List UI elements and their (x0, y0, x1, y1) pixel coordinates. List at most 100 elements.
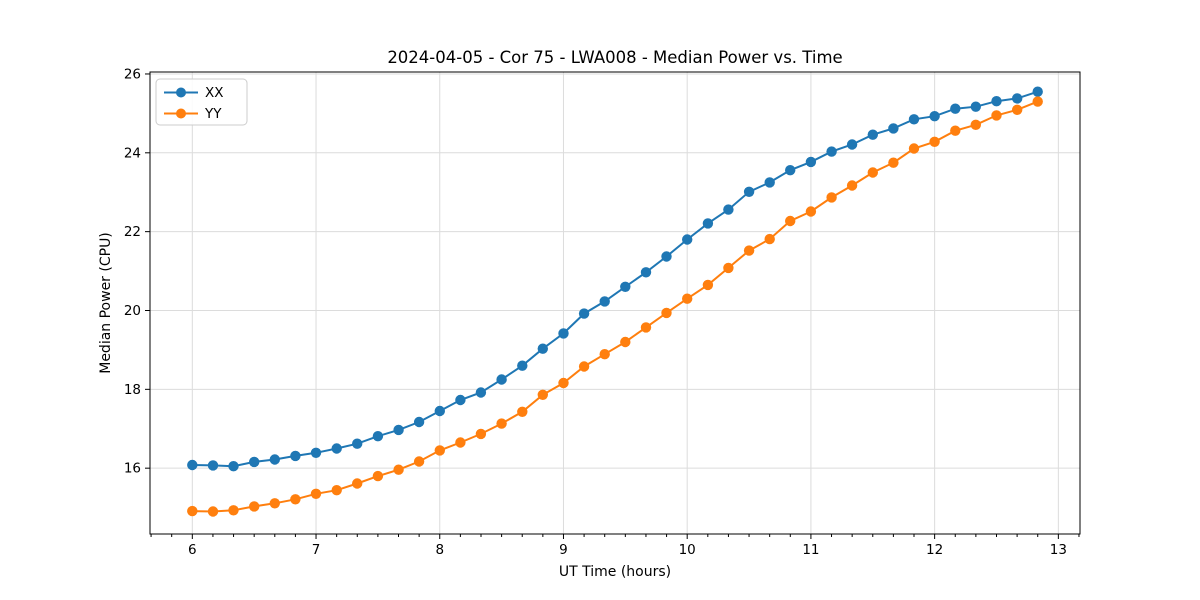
data-point-YY (702, 279, 714, 291)
data-point-XX (743, 186, 755, 197)
data-point-YY (764, 233, 775, 245)
data-point-YY (929, 136, 940, 147)
gridlines (150, 72, 1080, 534)
data-point-XX (372, 431, 384, 442)
data-point-YY (310, 488, 322, 499)
legend: XX YY (155, 78, 248, 126)
data-point-YY (723, 262, 734, 274)
y-axis: 16 18 20 22 24 26 (124, 66, 150, 477)
series-YY (187, 96, 1043, 517)
data-point-XX (1032, 86, 1043, 97)
data-point-YY (1012, 104, 1023, 116)
data-point-YY (475, 428, 487, 440)
data-point-YY (908, 143, 920, 154)
data-point-YY (331, 485, 342, 496)
data-point-YY (393, 464, 404, 475)
y-tick-label: 26 (124, 66, 141, 82)
data-point-XX (599, 296, 610, 307)
data-point-XX (785, 165, 796, 176)
legend-label-YY: YY (204, 106, 222, 122)
data-point-YY (867, 167, 878, 178)
data-point-YY (207, 506, 219, 517)
data-point-XX (558, 328, 569, 339)
data-point-YY (228, 505, 239, 516)
data-point-XX (908, 114, 920, 125)
data-point-XX (413, 416, 425, 428)
x-tick-label: 9 (559, 542, 568, 558)
data-point-XX (805, 156, 817, 168)
data-point-XX (207, 460, 219, 471)
data-point-XX (991, 96, 1002, 107)
data-point-YY (970, 119, 981, 130)
data-point-YY (249, 501, 260, 512)
data-point-XX (455, 394, 466, 406)
y-tick-label: 18 (124, 382, 141, 398)
plot-border (149, 71, 1081, 535)
data-point-YY (558, 377, 569, 389)
data-point-YY (826, 192, 837, 203)
data-point-YY (991, 110, 1002, 121)
data-point-YY (599, 349, 610, 360)
data-point-YY (455, 437, 466, 448)
y-tick-label: 20 (124, 303, 141, 319)
data-point-XX (682, 234, 693, 245)
data-point-YY (743, 245, 755, 256)
data-point-XX (867, 129, 878, 140)
data-point-XX (723, 204, 734, 215)
data-point-XX (929, 111, 940, 122)
legend-label-XX: XX (205, 85, 224, 101)
data-point-XX (249, 456, 260, 468)
data-point-YY (846, 180, 858, 191)
data-point-YY (950, 125, 961, 136)
y-tick-label: 24 (124, 145, 141, 161)
data-point-YY (805, 206, 817, 217)
data-point-XX (764, 177, 775, 188)
data-point-YY (372, 470, 384, 482)
data-point-XX (1012, 93, 1023, 104)
data-point-XX (496, 374, 507, 385)
x-tick-label: 12 (926, 542, 943, 558)
data-point-YY (187, 505, 198, 517)
data-point-YY (434, 445, 445, 456)
data-point-XX (475, 387, 487, 398)
data-point-XX (331, 443, 342, 454)
data-point-YY (496, 418, 507, 429)
data-point-YY (352, 478, 363, 489)
data-point-XX (393, 424, 404, 436)
legend-box (155, 78, 248, 126)
data-point-XX (950, 103, 961, 114)
data-point-YY (269, 498, 280, 509)
data-point-YY (517, 406, 528, 417)
data-point-XX (640, 267, 652, 278)
data-point-XX (228, 461, 239, 472)
data-point-XX (537, 343, 548, 354)
data-point-XX (578, 308, 590, 319)
x-axis-label: UT Time (hours) (558, 564, 672, 580)
y-tick-label: 22 (124, 224, 141, 240)
x-tick-label: 10 (679, 542, 696, 558)
data-point-XX (310, 447, 322, 458)
data-point-XX (888, 123, 899, 134)
series-XX (187, 86, 1043, 472)
data-point-XX (290, 450, 301, 462)
data-point-XX (702, 218, 714, 229)
legend-marker-YY (176, 108, 186, 119)
data-point-YY (785, 215, 796, 227)
data-point-YY (413, 456, 425, 467)
x-tick-label: 13 (1050, 542, 1067, 558)
data-point-YY (682, 293, 693, 304)
x-tick-label: 8 (435, 542, 444, 558)
data-point-YY (1032, 96, 1043, 107)
data-point-YY (640, 322, 652, 333)
data-point-XX (826, 146, 837, 157)
x-tick-label: 11 (802, 542, 819, 558)
y-tick-label: 16 (124, 461, 141, 477)
x-tick-label: 6 (188, 542, 197, 558)
chart-title: 2024-04-05 - Cor 75 - LWA008 - Median Po… (387, 48, 843, 67)
data-point-XX (187, 459, 198, 471)
data-point-XX (661, 251, 672, 262)
data-point-XX (352, 438, 363, 449)
data-point-XX (517, 360, 528, 371)
legend-marker-XX (176, 87, 186, 98)
